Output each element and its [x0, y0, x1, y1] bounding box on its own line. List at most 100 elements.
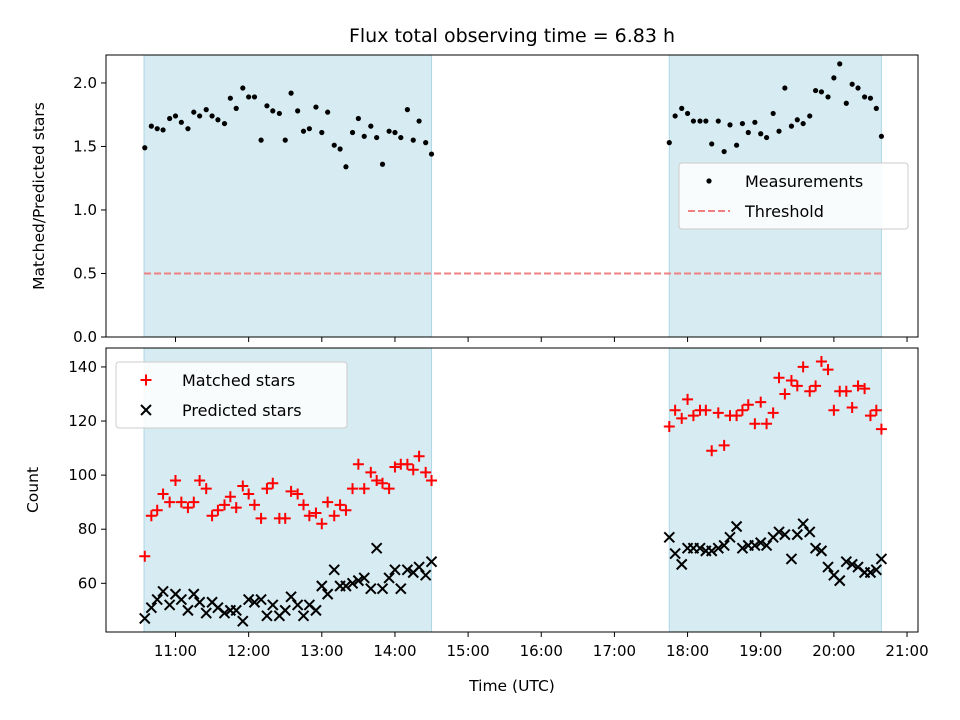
predicted-point — [395, 583, 407, 595]
measurement-point — [843, 100, 849, 106]
measurement-point — [148, 123, 154, 129]
predicted-point — [267, 599, 279, 611]
matched-point — [413, 450, 425, 462]
y-tick-label: 80 — [78, 520, 97, 538]
measurement-point — [703, 118, 709, 124]
matched-point — [243, 488, 255, 500]
predicted-point — [663, 531, 675, 544]
measurement-point — [776, 128, 782, 134]
predicted-point — [779, 528, 791, 541]
predicted-point — [730, 520, 743, 533]
matched-point — [164, 496, 176, 508]
measurement-point — [745, 129, 751, 136]
matched-point — [334, 499, 346, 511]
matched-point — [773, 372, 785, 384]
x-tick-label: 15:00 — [446, 642, 489, 660]
measurement-point — [246, 94, 252, 100]
predicted-point — [200, 607, 212, 619]
matched-point — [401, 458, 413, 470]
predicted-point — [706, 545, 718, 557]
measurement-point — [733, 142, 740, 148]
matched-point — [426, 475, 438, 487]
measurement-point — [782, 85, 788, 91]
matched-point — [875, 423, 887, 435]
measurement-point — [167, 115, 173, 122]
matched-point — [206, 510, 218, 522]
measurement-point — [715, 118, 721, 124]
predicted-point — [376, 583, 389, 595]
predicted-point — [773, 526, 785, 538]
measurement-point — [325, 109, 331, 115]
measurement-point — [679, 105, 685, 111]
predicted-point — [785, 553, 798, 565]
matched-point — [779, 388, 791, 400]
measurement-point — [282, 137, 288, 143]
legend: Measurements Threshold — [678, 162, 909, 230]
matched-point — [407, 464, 419, 476]
measurement-point — [812, 87, 819, 94]
measurement-point — [295, 108, 301, 114]
measurement-point — [172, 113, 179, 119]
predicted-point — [669, 547, 681, 560]
matched-point — [815, 356, 827, 368]
measurement-point — [672, 113, 678, 119]
predicted-point — [151, 593, 163, 606]
predicted-point — [755, 537, 767, 549]
matched-point — [292, 488, 304, 500]
measurement-point — [349, 129, 356, 136]
matched-point — [365, 466, 377, 478]
predicted-point — [188, 588, 200, 600]
matched-point — [224, 491, 236, 503]
measurement-point — [240, 85, 246, 91]
measurement-point — [313, 104, 319, 110]
matched-point — [347, 483, 359, 495]
measurement-point — [258, 137, 264, 143]
x-tick-label: 16:00 — [520, 642, 563, 660]
measurement-point — [343, 164, 349, 170]
legend-swatch — [140, 374, 152, 386]
measurement-point — [306, 126, 312, 132]
predicted-point — [157, 585, 169, 598]
matched-point — [212, 504, 224, 516]
measurement-point — [423, 140, 429, 146]
predicted-point — [389, 564, 401, 576]
matched-point — [755, 396, 767, 408]
y-axis-label: Count — [24, 467, 42, 513]
measurement-point — [837, 61, 843, 67]
measurement-point — [319, 129, 325, 136]
measurement-point — [386, 128, 392, 134]
measurement-point — [770, 110, 776, 117]
matched-point — [840, 385, 852, 397]
measurement-point — [178, 119, 184, 125]
matched-point — [230, 502, 242, 514]
matched-point — [139, 550, 151, 562]
predicted-point — [870, 564, 883, 576]
matched-point — [389, 461, 401, 473]
matched-point — [864, 410, 876, 422]
predicted-point — [346, 577, 359, 590]
predicted-point — [139, 612, 151, 625]
predicted-point — [749, 539, 761, 552]
x-axis-label: Time (UTC) — [468, 677, 555, 695]
measurement-point — [739, 120, 746, 127]
predicted-point — [242, 593, 255, 606]
matched-point — [237, 480, 249, 492]
chart-title: Flux total observing time = 6.83 h — [349, 25, 675, 47]
measurement-point — [203, 107, 209, 113]
predicted-point — [285, 591, 297, 603]
matched-point — [175, 496, 187, 508]
x-tick-label: 13:00 — [300, 642, 343, 660]
measurement-point — [867, 95, 874, 101]
y-tick-label: 1.5 — [73, 137, 97, 155]
x-tick-label: 18:00 — [666, 642, 709, 660]
measurement-point — [849, 81, 855, 87]
predicted-point — [846, 558, 858, 571]
series-predicted-stars — [139, 518, 888, 627]
matched-point — [285, 485, 297, 497]
matched-point — [731, 410, 743, 422]
predicted-point — [419, 569, 432, 581]
y-tick-label: 140 — [68, 358, 97, 376]
predicted-point — [321, 588, 334, 600]
measurement-point — [416, 118, 422, 124]
predicted-point — [328, 564, 340, 576]
